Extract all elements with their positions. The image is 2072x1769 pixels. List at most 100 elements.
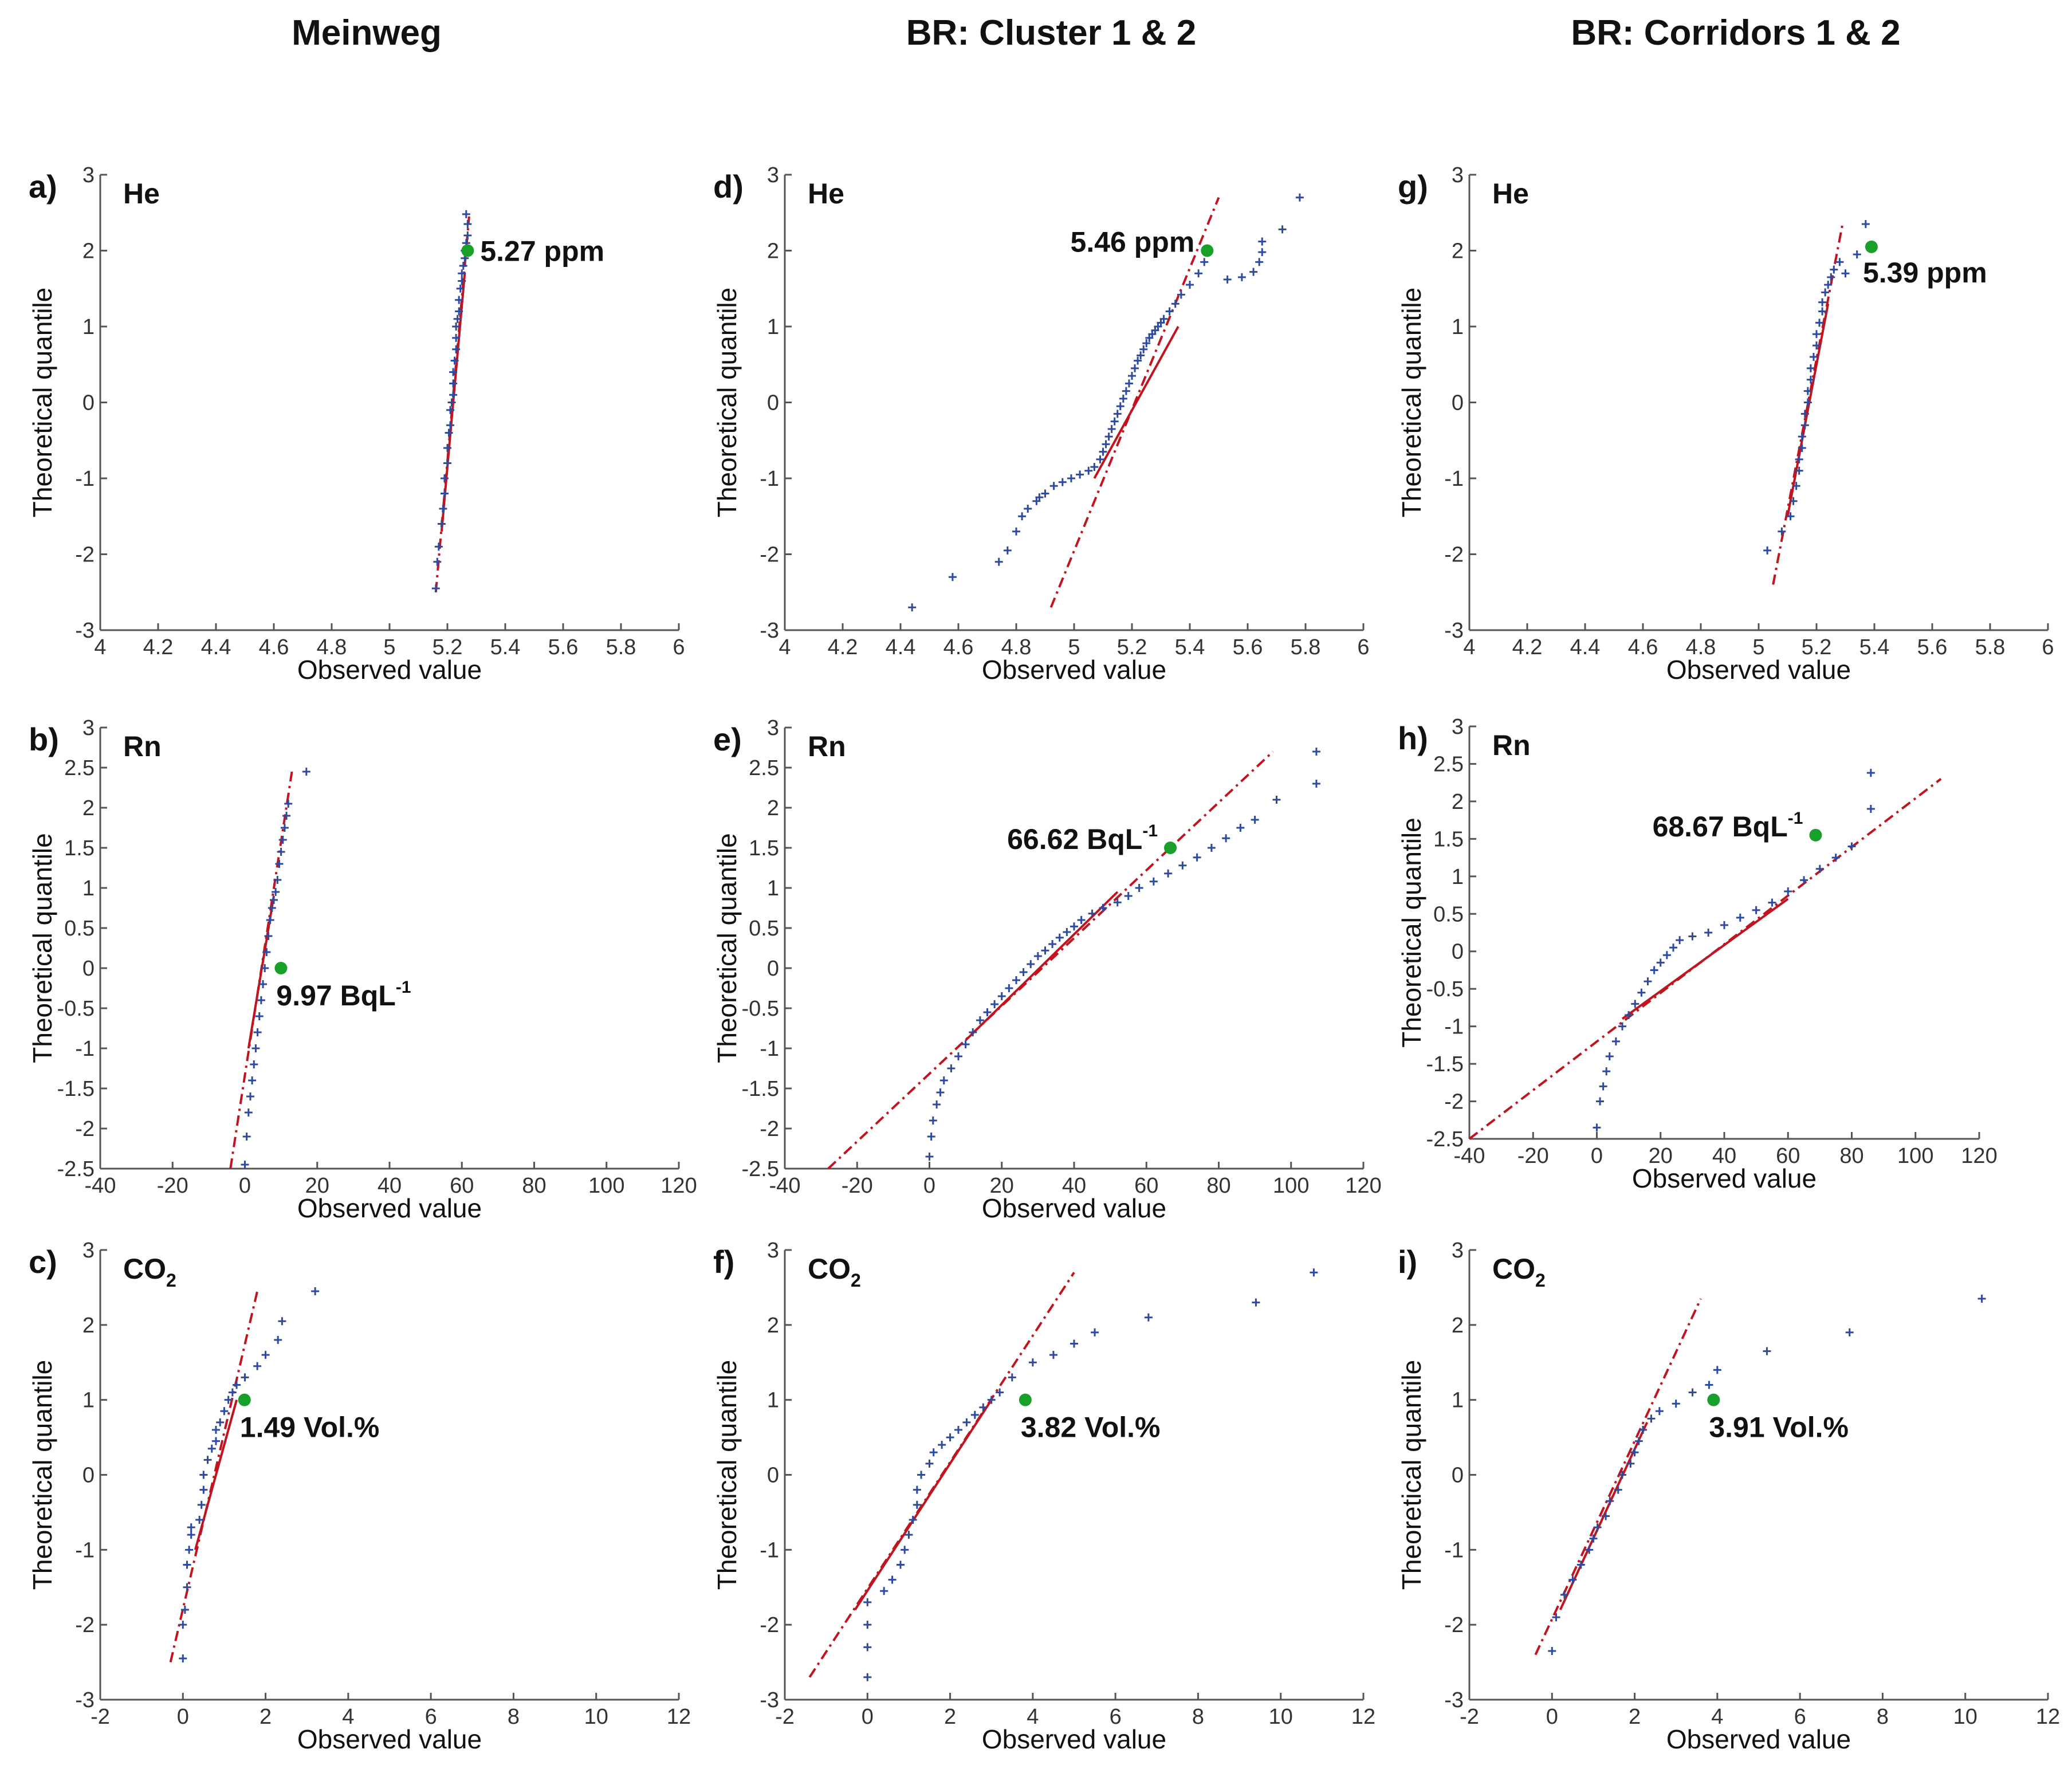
threshold-label: 5.46 ppm (1071, 226, 1195, 258)
data-point (979, 1403, 988, 1412)
data-point (1611, 1037, 1620, 1045)
x-tick-label: 4.8 (1686, 635, 1716, 659)
data-point (1041, 489, 1049, 498)
x-tick-label: 100 (1897, 1144, 1933, 1168)
data-point (1077, 916, 1086, 924)
y-tick-label: 1 (82, 1389, 95, 1413)
data-point (1125, 379, 1133, 388)
data-point (1249, 268, 1258, 276)
x-axis-label: Observed value (297, 1724, 482, 1754)
y-tick-label: 3 (1452, 1239, 1464, 1263)
data-point (938, 1441, 946, 1449)
reference-line-dashdot (169, 1291, 259, 1663)
data-point (996, 1388, 1004, 1397)
data-point (1800, 876, 1808, 884)
y-tick-label: -3 (760, 1688, 779, 1712)
data-point (1137, 351, 1145, 360)
data-point (459, 262, 467, 270)
y-tick-label: -2.5 (57, 1157, 95, 1181)
data-point (1223, 275, 1232, 284)
x-tick-label: -40 (769, 1174, 801, 1198)
data-point (1795, 466, 1803, 475)
data-point (1644, 977, 1652, 986)
x-tick-label: 4.8 (1001, 635, 1032, 659)
data-point (994, 557, 1003, 566)
x-tick-label: 0 (1546, 1705, 1558, 1729)
data-point (450, 356, 459, 365)
x-tick-label: 4.2 (828, 635, 858, 659)
gas-label: Rn (123, 730, 162, 762)
y-tick-label: 3 (82, 716, 95, 740)
x-tick-label: 4.4 (886, 635, 916, 659)
data-point (1186, 281, 1194, 289)
x-tick-label: -2 (91, 1705, 110, 1729)
data-point (1812, 341, 1821, 350)
x-tick-label: 5.6 (1917, 635, 1948, 659)
data-point (913, 1500, 921, 1509)
threshold-marker (1707, 1393, 1720, 1406)
data-point (452, 345, 461, 353)
data-point (969, 1028, 977, 1036)
data-point (1806, 364, 1815, 372)
y-tick-label: 1 (1452, 1389, 1464, 1413)
column-title-corridors: BR: Corridors 1 & 2 (1571, 13, 1900, 53)
x-tick-label: 20 (1649, 1144, 1673, 1168)
x-tick-label: 2 (1629, 1705, 1641, 1729)
x-tick-label: 5.2 (1117, 635, 1147, 659)
x-tick-label: 40 (378, 1174, 402, 1198)
y-tick-label: 0 (1452, 1464, 1464, 1488)
data-point (1803, 398, 1812, 407)
y-axis-label: Theoretical quantile (1397, 288, 1426, 517)
data-point (990, 1000, 999, 1008)
threshold-marker (1809, 828, 1822, 842)
data-point (1159, 315, 1168, 323)
data-point (445, 429, 453, 437)
data-point (253, 1362, 262, 1370)
y-tick-label: 2 (82, 239, 95, 264)
data-point (946, 1433, 954, 1442)
column-title-cluster: BR: Cluster 1 & 2 (906, 13, 1196, 53)
data-point (1178, 861, 1187, 870)
data-point (1602, 1067, 1611, 1076)
data-point (302, 768, 310, 776)
x-tick-label: 10 (584, 1705, 608, 1729)
x-tick-label: 8 (508, 1705, 520, 1729)
data-point (1019, 968, 1028, 976)
x-tick-label: 4 (342, 1705, 354, 1729)
data-point (207, 1444, 216, 1453)
y-tick-label: -2 (760, 1613, 779, 1637)
y-tick-label: -2.5 (1426, 1127, 1464, 1151)
x-tick-label: 4 (1463, 635, 1475, 659)
y-tick-label: 0.5 (64, 917, 95, 941)
x-tick-label: -2 (775, 1705, 795, 1729)
data-point (1736, 913, 1744, 922)
data-point (1091, 1328, 1099, 1336)
gas-label: CO2 (1492, 1253, 1546, 1291)
data-point (1614, 1485, 1622, 1494)
data-point (1200, 258, 1209, 266)
y-tick-label: 3 (767, 163, 779, 187)
data-point (268, 904, 276, 912)
data-point (1552, 1613, 1560, 1622)
data-point (462, 210, 470, 218)
data-point (1639, 1426, 1647, 1434)
y-tick-label: 2.5 (1433, 752, 1464, 776)
data-point (452, 323, 461, 331)
x-tick-label: 5.4 (490, 635, 521, 659)
data-point (1012, 976, 1020, 984)
data-point (1688, 932, 1697, 941)
gas-subscript: 2 (1535, 1270, 1546, 1291)
data-point (242, 1133, 251, 1141)
data-point (1134, 356, 1142, 365)
data-point (1028, 1358, 1037, 1367)
data-point (1113, 410, 1122, 418)
data-point (1676, 936, 1684, 945)
y-tick-label: -0.5 (1426, 977, 1464, 1001)
data-point (1312, 780, 1320, 788)
data-point (1113, 898, 1122, 907)
data-point (1116, 402, 1125, 411)
data-point (278, 836, 287, 844)
data-point (1634, 1437, 1643, 1445)
x-tick-label: 80 (522, 1174, 546, 1198)
y-tick-label: 3 (82, 1239, 95, 1263)
